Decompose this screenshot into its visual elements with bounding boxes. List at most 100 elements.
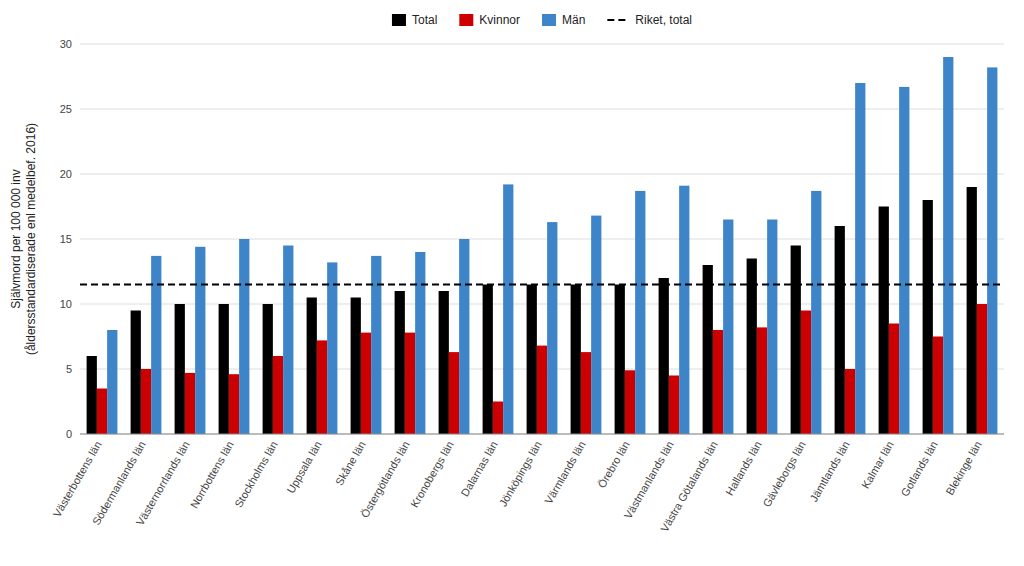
x-tick-label: Jönköpings län (497, 439, 544, 509)
bar (239, 239, 249, 434)
legend-label: Total (412, 13, 437, 27)
bar (273, 356, 283, 434)
bar (395, 291, 405, 434)
x-tick-label: Värmlands län (542, 439, 588, 506)
bar (449, 352, 459, 434)
bar (801, 311, 811, 435)
x-tick-label: Kronobergs län (408, 439, 456, 510)
y-axis-label-line: (åldersstandardiserade enl medelbef. 201… (24, 123, 38, 355)
x-tick-label: Västmanlands län (622, 439, 676, 521)
bar (195, 247, 205, 434)
bar (537, 346, 547, 434)
bar (923, 200, 933, 434)
bar (547, 222, 557, 434)
bar (899, 87, 909, 434)
bar (835, 226, 845, 434)
bar (713, 330, 723, 434)
bar (175, 304, 185, 434)
y-tick-label: 15 (60, 233, 72, 245)
bar (107, 330, 117, 434)
legend-label: Kvinnor (479, 13, 520, 27)
x-tick-label: Uppsala län (284, 439, 323, 495)
chart-container: 051015202530Västerbottens länSödermanlan… (0, 0, 1024, 566)
bar (723, 220, 733, 435)
legend-label: Riket, total (635, 13, 692, 27)
x-tick-label: Västernorrlands län (134, 439, 192, 528)
grid-line (80, 434, 1004, 435)
bar (361, 333, 371, 434)
bar (967, 187, 977, 434)
y-tick-label: 25 (60, 103, 72, 115)
y-tick-label: 10 (60, 298, 72, 310)
x-tick-label: Norrbottens län (188, 439, 236, 510)
legend-item: Riket, total (607, 13, 692, 27)
legend-item: Män (542, 13, 585, 27)
bar (571, 285, 581, 435)
bar-series (107, 57, 997, 434)
bar (263, 304, 273, 434)
reference-line (80, 284, 1004, 286)
bar (439, 291, 449, 434)
legend-swatch (607, 19, 629, 21)
bar (845, 369, 855, 434)
grid-line (80, 44, 1004, 45)
bar (987, 67, 997, 434)
bar (659, 278, 669, 434)
bar (591, 216, 601, 434)
bar (97, 389, 107, 435)
legend-swatch (392, 14, 406, 26)
bar (185, 373, 195, 434)
bar (503, 184, 513, 434)
bar (527, 285, 537, 435)
y-axis-label: Självmord per 100 000 inv(åldersstandard… (9, 123, 38, 355)
chart-svg: 051015202530Västerbottens länSödermanlan… (0, 0, 1024, 566)
x-ticks: Västerbottens länSödermanlands länVäster… (51, 439, 984, 534)
x-tick-label: Jämtlands län (807, 439, 851, 504)
x-tick-label: Örebro län (595, 439, 631, 490)
x-tick-label: Stockholms län (232, 439, 280, 510)
y-ticks: 051015202530 (60, 38, 72, 440)
bar (635, 191, 645, 434)
legend-item: Kvinnor (459, 13, 520, 27)
x-axis-line (80, 434, 1004, 435)
bar (977, 304, 987, 434)
bar (229, 374, 239, 434)
bar (307, 298, 317, 435)
bar (669, 376, 679, 435)
bar (415, 252, 425, 434)
bar (151, 256, 161, 434)
legend-swatch (542, 14, 556, 26)
bar (855, 83, 865, 434)
x-tick-label: Hallands län (723, 439, 764, 497)
bar (889, 324, 899, 435)
bar (615, 285, 625, 435)
bar (679, 186, 689, 434)
bar (879, 207, 889, 435)
bar (581, 352, 591, 434)
bar (131, 311, 141, 435)
plot-marks (80, 57, 1004, 434)
y-tick-label: 0 (66, 428, 72, 440)
bar (219, 304, 229, 434)
legend-label: Män (562, 13, 585, 27)
y-tick-label: 20 (60, 168, 72, 180)
x-tick-label: Västerbottens län (51, 439, 104, 519)
bar-series (97, 304, 987, 434)
bar (317, 340, 327, 434)
legend-swatch (459, 14, 473, 26)
bar (459, 239, 469, 434)
grid (80, 44, 1004, 434)
bar (703, 265, 713, 434)
x-tick-label: Blekinge län (943, 439, 983, 497)
y-tick-label: 30 (60, 38, 72, 50)
x-tick-label: Gävleborgs län (760, 439, 807, 509)
bar (87, 356, 97, 434)
x-tick-label: Västra Götalands län (658, 439, 720, 534)
bar (351, 298, 361, 435)
y-axis-label-line: Självmord per 100 000 inv (9, 169, 23, 308)
bar (283, 246, 293, 435)
bar (493, 402, 503, 435)
bar (327, 262, 337, 434)
x-tick-label: Gotlands län (898, 439, 939, 498)
x-tick-label: Östergötlands län (358, 439, 412, 520)
